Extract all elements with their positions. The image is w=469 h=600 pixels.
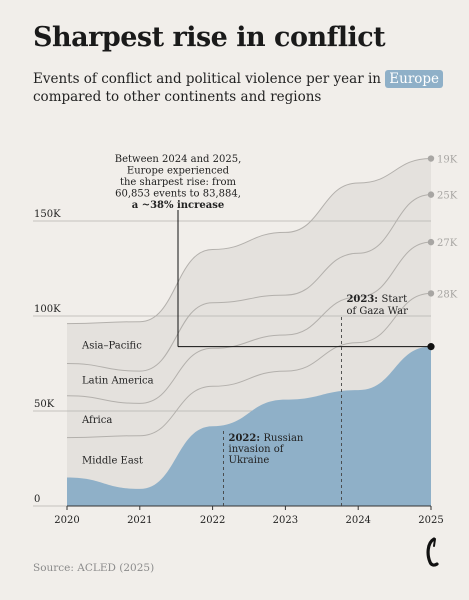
series-label: Latin America [82,376,154,387]
annotation-gaza: 2023: Start [346,294,407,305]
series-end-point [427,238,435,246]
annotation-russia: 2022: Russian [229,433,304,444]
series-boundary-line [66,292,432,439]
series-boundary-line [66,241,432,404]
subtitle: Events of conflict and political violenc… [33,70,453,106]
x-tick-label: 2023 [273,515,298,526]
x-tick-label: 2022 [200,515,225,526]
x-tick-label: 2020 [54,515,79,526]
annotation-gaza-line: of Gaza War [346,306,408,317]
x-tick-label: 2021 [127,515,152,526]
series-label: Asia–Pacific [81,341,142,352]
annotation-text: 60,853 events to 83,884, [115,189,241,200]
y-tick-label: 0 [34,494,40,505]
series-end-label: 19K [437,155,458,166]
series-end-point [427,290,435,297]
europe-highlight: Europe [385,70,444,88]
annotation-text: Between 2024 and 2025, [115,154,242,165]
annotation-russia-line: invasion of [229,444,285,455]
series-end-label: 27K [437,238,458,249]
series-end-label: 25K [437,191,458,202]
series-area-europe [67,346,431,506]
annotation-text: the sharpest rise: from [120,177,237,188]
page-title: Sharpest rise in conflict [33,22,386,53]
source-note: Source: ACLED (2025) [33,562,155,574]
subtitle-text: Events of conflict and political violenc… [33,71,381,87]
y-tick-label: 150K [34,209,61,220]
x-tick-label: 2024 [345,515,370,526]
annotation-text: Europe experienced [127,166,230,177]
series-end-label: 28K [437,289,458,300]
y-tick-label: 50K [34,399,55,410]
series-end-point [427,155,435,162]
europe-end-point [427,343,435,351]
y-tick-label: 100K [34,304,61,315]
x-tick-label: 2025 [418,515,443,526]
series-end-point [427,191,435,198]
series-boundary-line [66,158,432,325]
series-boundary-line [66,194,432,372]
annotation-text-bold: a ~38% increase [132,200,225,211]
subtitle-text-2: compared to other continents and regions [33,89,322,105]
series-label: Africa [81,415,112,426]
annotation-russia-line: Ukraine [229,455,270,466]
series-label: Middle East [82,456,143,467]
publisher-logo-icon [426,537,439,567]
